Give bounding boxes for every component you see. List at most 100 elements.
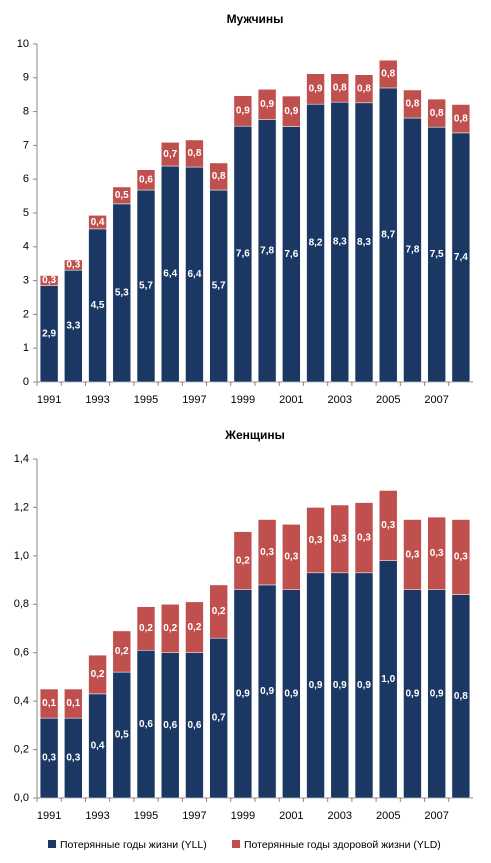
value-label: 0,7 [212, 713, 226, 724]
bar-segment [330, 504, 349, 574]
value-label: 0,3 [42, 753, 56, 764]
y-tick-label: 0,8 [14, 598, 29, 610]
value-label: 0,9 [236, 689, 250, 700]
value-label: 0,8 [430, 108, 444, 119]
value-label: 0,3 [284, 552, 298, 563]
value-label: 0,3 [381, 520, 395, 531]
y-tick-label: 7 [23, 139, 29, 151]
value-label: 0,9 [405, 689, 419, 700]
x-tick-label: 1991 [37, 810, 61, 822]
y-tick-label: 0,4 [14, 695, 29, 707]
value-label: 2,9 [42, 328, 56, 339]
x-tick-label: 2001 [279, 810, 303, 822]
value-label: 0,3 [260, 547, 274, 558]
value-label: 0,4 [91, 217, 105, 228]
bar-segment [209, 584, 228, 639]
y-tick-label: 5 [23, 207, 29, 219]
value-label: 0,2 [236, 555, 250, 566]
value-label: 7,6 [236, 249, 250, 260]
value-label: 6,4 [163, 269, 177, 280]
bar-segment [112, 186, 131, 205]
bar-segment [185, 139, 204, 168]
bar-segment [282, 524, 301, 591]
x-tick-label: 1997 [182, 394, 206, 406]
x-tick-label: 2005 [376, 810, 400, 822]
bar-segment [451, 104, 471, 134]
value-label: 0,6 [187, 720, 201, 731]
value-label: 0,8 [333, 83, 347, 94]
bar-segment [306, 73, 325, 105]
value-label: 7,4 [454, 252, 468, 263]
value-label: 0,8 [357, 83, 371, 94]
chart-title: Мужчины [227, 12, 284, 26]
y-tick-label: 1,0 [14, 550, 29, 562]
y-tick-label: 4 [23, 241, 29, 253]
bar-segment [257, 89, 277, 120]
value-label: 0,9 [309, 680, 323, 691]
y-tick-label: 0,6 [14, 647, 29, 659]
value-label: 0,9 [284, 689, 298, 700]
y-tick-label: 0,2 [14, 743, 29, 755]
x-tick-label: 1993 [85, 810, 109, 822]
value-label: 0,2 [139, 623, 153, 634]
chart-title: Женщины [224, 428, 285, 442]
value-label: 0,3 [66, 753, 80, 764]
y-tick-label: 2 [23, 308, 29, 320]
value-label: 0,2 [187, 622, 201, 633]
value-label: 0,3 [454, 552, 468, 563]
value-label: 0,1 [42, 698, 56, 709]
value-label: 0,3 [405, 549, 419, 560]
value-label: 0,1 [66, 698, 80, 709]
value-label: 8,3 [357, 237, 371, 248]
x-tick-label: 1995 [134, 394, 158, 406]
value-label: 1,0 [381, 674, 395, 685]
y-tick-label: 8 [23, 106, 29, 118]
bar-segment [403, 519, 422, 591]
x-tick-label: 2007 [424, 394, 448, 406]
bar-segment [209, 162, 228, 191]
x-tick-label: 2003 [328, 394, 352, 406]
value-label: 7,5 [430, 249, 444, 260]
y-tick-label: 9 [23, 72, 29, 84]
value-label: 0,8 [381, 69, 395, 80]
value-label: 7,8 [260, 245, 274, 256]
value-label: 8,2 [309, 238, 323, 249]
bar-segment [233, 531, 253, 591]
bar-segment [88, 215, 107, 230]
bar-segment [88, 654, 107, 695]
bar-segment [185, 601, 204, 653]
bar-segment [379, 490, 398, 561]
value-label: 0,7 [163, 149, 177, 160]
y-tick-label: 6 [23, 173, 29, 185]
y-tick-label: 0,0 [14, 792, 29, 804]
x-tick-label: 2001 [279, 394, 303, 406]
x-tick-label: 2005 [376, 394, 400, 406]
value-label: 8,7 [381, 230, 395, 241]
value-label: 0,9 [260, 686, 274, 697]
bar-segment [39, 275, 59, 286]
x-tick-label: 1993 [85, 394, 109, 406]
value-label: 5,3 [115, 288, 129, 299]
value-label: 0,5 [115, 730, 129, 741]
x-tick-label: 1995 [134, 810, 158, 822]
value-label: 0,2 [91, 669, 105, 680]
value-label: 0,3 [430, 548, 444, 559]
value-label: 0,9 [260, 99, 274, 110]
bar-segment [257, 519, 277, 586]
value-label: 0,5 [115, 190, 129, 201]
bar-segment [379, 59, 398, 89]
bar-segment [161, 604, 180, 653]
bar-segment [354, 74, 374, 104]
bar-segment [64, 688, 83, 719]
legend-swatch [48, 840, 56, 848]
y-tick-label: 1,4 [14, 453, 29, 465]
y-tick-label: 1 [23, 342, 29, 354]
bar-segment [306, 507, 325, 574]
value-label: 0,3 [333, 534, 347, 545]
value-label: 0,6 [139, 719, 153, 730]
value-label: 0,3 [42, 275, 56, 286]
value-label: 0,8 [454, 113, 468, 124]
y-tick-label: 10 [17, 38, 29, 50]
value-label: 0,2 [163, 623, 177, 634]
